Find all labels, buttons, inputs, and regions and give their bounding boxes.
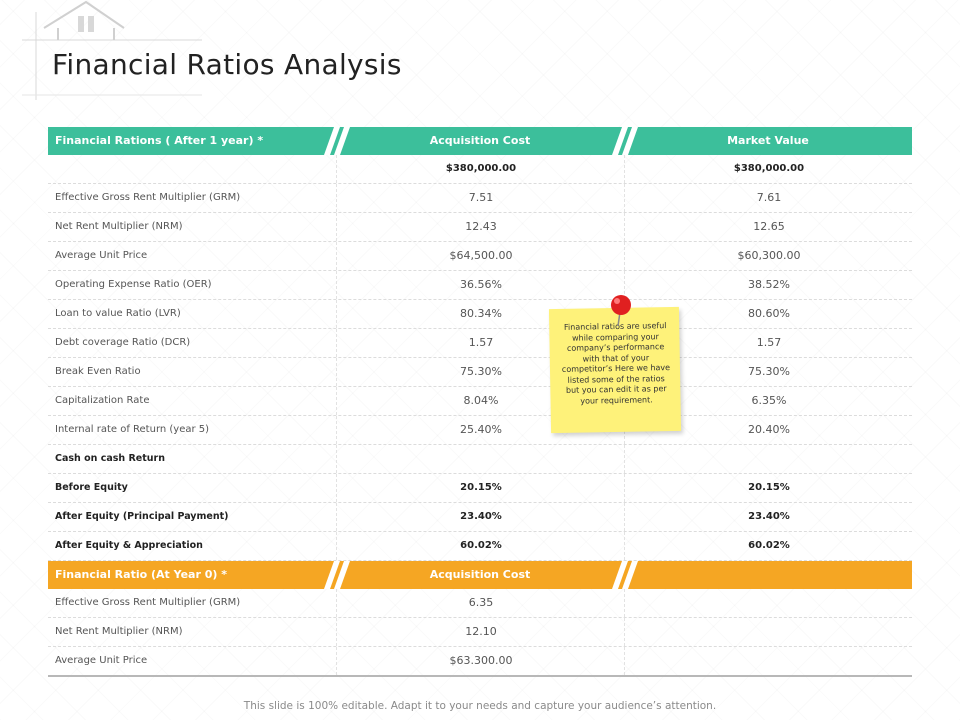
stripe-divider-icon [612, 127, 638, 155]
table-row: After Equity & Appreciation 60.02% 60.02… [48, 532, 912, 561]
acquisition-cost-value: 80.34% [336, 300, 625, 328]
push-pin-icon [611, 295, 631, 327]
table-row: Effective Gross Rent Multiplier (GRM) 6.… [48, 589, 912, 618]
market-value: 20.15% [624, 474, 913, 502]
table-row: Net Rent Multiplier (NRM) 12.10 [48, 618, 912, 647]
table-row: Average Unit Price $64,500.00 $60,300.00 [48, 242, 912, 271]
ratio-label: Operating Expense Ratio (OER) [55, 279, 212, 290]
stripe-divider-icon [324, 561, 350, 589]
table-row: Before Equity 20.15% 20.15% [48, 474, 912, 503]
table-row-section: Cash on cash Return [48, 445, 912, 474]
acquisition-cost-value: 8.04% [336, 387, 625, 415]
table-row: Break Even Ratio 75.30% 75.30% [48, 358, 912, 387]
market-value: 38.52% [624, 271, 913, 299]
acquisition-cost-value: 36.56% [336, 271, 625, 299]
empty-cell [624, 618, 913, 646]
acquisition-cost-value: 20.15% [336, 474, 625, 502]
table-row-total: $380,000.00 $380,000.00 [48, 155, 912, 184]
acquisition-cost-value: 12.43 [336, 213, 625, 241]
ratio-label: Net Rent Multiplier (NRM) [55, 626, 183, 637]
total-acquisition-cost: $380,000.00 [336, 155, 625, 183]
ratio-label: Average Unit Price [55, 655, 148, 666]
sticky-note-text: Financial ratios are useful while compar… [561, 321, 671, 406]
empty-cell [336, 445, 625, 473]
table2-header-col1: Financial Ratio (At Year 0) * [55, 568, 227, 581]
empty-cell [624, 647, 913, 675]
acquisition-cost-value: 75.30% [336, 358, 625, 386]
stripe-divider-icon [612, 561, 638, 589]
stripe-divider-icon [324, 127, 350, 155]
table2-header: Financial Ratio (At Year 0) * Acquisitio… [48, 561, 912, 589]
ratio-label: Effective Gross Rent Multiplier (GRM) [55, 597, 241, 608]
acquisition-cost-value: 25.40% [336, 416, 625, 444]
table-row: After Equity (Principal Payment) 23.40% … [48, 503, 912, 532]
ratio-label: Before Equity [55, 482, 128, 493]
acquisition-cost-value: 1.57 [336, 329, 625, 357]
acquisition-cost-value: 23.40% [336, 503, 625, 531]
table1-header-col1: Financial Rations ( After 1 year) * [55, 134, 264, 147]
market-value: 23.40% [624, 503, 913, 531]
ratio-label: Break Even Ratio [55, 366, 141, 377]
ratio-label: Effective Gross Rent Multiplier (GRM) [55, 192, 241, 203]
table-row: Effective Gross Rent Multiplier (GRM) 7.… [48, 184, 912, 213]
acquisition-cost-value: 60.02% [336, 532, 625, 560]
ratio-label: Debt coverage Ratio (DCR) [55, 337, 191, 348]
acquisition-cost-value: $63.300.00 [336, 647, 625, 675]
ratio-label: Average Unit Price [55, 250, 148, 261]
table2-header-col3 [624, 561, 912, 589]
table1-header-col2: Acquisition Cost [429, 134, 531, 147]
ratios-table: Financial Rations ( After 1 year) * Acqu… [48, 127, 912, 677]
acquisition-cost-value: 12.10 [336, 618, 625, 646]
total-label [55, 155, 335, 183]
table-row: Capitalization Rate 8.04% 6.35% [48, 387, 912, 416]
empty-cell [624, 445, 913, 473]
table-row: Loan to value Ratio (LVR) 80.34% 80.60% [48, 300, 912, 329]
market-value: $60,300.00 [624, 242, 913, 270]
page-title: Financial Ratios Analysis [52, 48, 402, 81]
table-row: Net Rent Multiplier (NRM) 12.43 12.65 [48, 213, 912, 242]
market-value: 12.65 [624, 213, 913, 241]
table2-header-col2: Acquisition Cost [429, 568, 531, 581]
ratio-label: After Equity (Principal Payment) [55, 511, 229, 522]
table-row: Average Unit Price $63.300.00 [48, 647, 912, 677]
footer-note: This slide is 100% editable. Adapt it to… [243, 700, 717, 712]
table1-header-col3: Market Value [727, 134, 809, 147]
ratio-label: Internal rate of Return (year 5) [55, 424, 210, 435]
table-row: Internal rate of Return (year 5) 25.40% … [48, 416, 912, 445]
table-row: Operating Expense Ratio (OER) 36.56% 38.… [48, 271, 912, 300]
market-value: 60.02% [624, 532, 913, 560]
acquisition-cost-value: 6.35 [336, 589, 625, 617]
total-market-value: $380,000.00 [624, 155, 913, 183]
empty-cell [624, 589, 913, 617]
acquisition-cost-value: $64,500.00 [336, 242, 625, 270]
ratio-label: After Equity & Appreciation [55, 540, 203, 551]
cash-on-cash-label: Cash on cash Return [55, 453, 165, 464]
acquisition-cost-value: 7.51 [336, 184, 625, 212]
market-value: 7.61 [624, 184, 913, 212]
ratio-label: Capitalization Rate [55, 395, 150, 406]
table-row: Debt coverage Ratio (DCR) 1.57 1.57 [48, 329, 912, 358]
house-logo-icon [22, 0, 202, 100]
ratio-label: Loan to value Ratio (LVR) [55, 308, 181, 319]
ratio-label: Net Rent Multiplier (NRM) [55, 221, 183, 232]
table1-header: Financial Rations ( After 1 year) * Acqu… [48, 127, 912, 155]
